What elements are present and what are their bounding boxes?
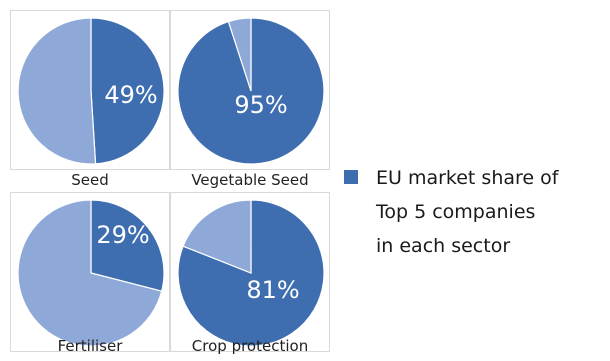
- pie-chart-fertiliser: 29%: [17, 199, 165, 347]
- pie-slice-fertiliser-share: [90, 199, 165, 292]
- pie-slice-seed-share: [90, 17, 165, 165]
- pie-caption-vegetable-seed: Vegetable Seed: [191, 171, 309, 189]
- pie-slice-fertiliser-rest: [17, 199, 163, 347]
- pie-slices-crop-protection: [177, 199, 325, 347]
- pie-panel-seed: 49%: [10, 10, 170, 170]
- pie-slice-crop-protection-rest: [182, 199, 252, 274]
- pie-chart-vegetable-seed: 95%: [177, 17, 325, 165]
- pie-slice-vegetable-seed-rest: [227, 17, 252, 92]
- legend-line-3: in each sector: [376, 235, 511, 257]
- pie-chart-seed: 49%: [17, 17, 165, 165]
- pie-caption-crop-protection: Crop protection: [191, 337, 309, 355]
- pie-slices-fertiliser: [17, 199, 165, 347]
- pie-data-label-seed: 49%: [104, 81, 157, 109]
- pie-data-label-vegetable-seed: 95%: [234, 91, 287, 119]
- pie-chart-crop-protection: 81%: [177, 199, 325, 347]
- pie-slices-seed: [17, 17, 165, 165]
- legend-line-2: Top 5 companies: [376, 201, 536, 223]
- legend-swatch: [344, 170, 358, 184]
- pie-panel-fertiliser: 29%: [10, 192, 170, 352]
- pie-panel-vegetable-seed: 95%: [170, 10, 330, 170]
- legend-line-1: EU market share of: [376, 167, 559, 189]
- pie-caption-seed: Seed: [71, 171, 109, 189]
- pie-caption-fertiliser: Fertiliser: [57, 337, 123, 355]
- pie-data-label-fertiliser: 29%: [96, 221, 149, 249]
- pie-data-label-crop-protection: 81%: [246, 276, 299, 304]
- pie-panel-crop-protection: 81%: [170, 192, 330, 352]
- pie-slice-seed-rest: [17, 17, 97, 165]
- pie-slice-crop-protection-share: [177, 199, 325, 347]
- pie-slices-vegetable-seed: [177, 17, 325, 165]
